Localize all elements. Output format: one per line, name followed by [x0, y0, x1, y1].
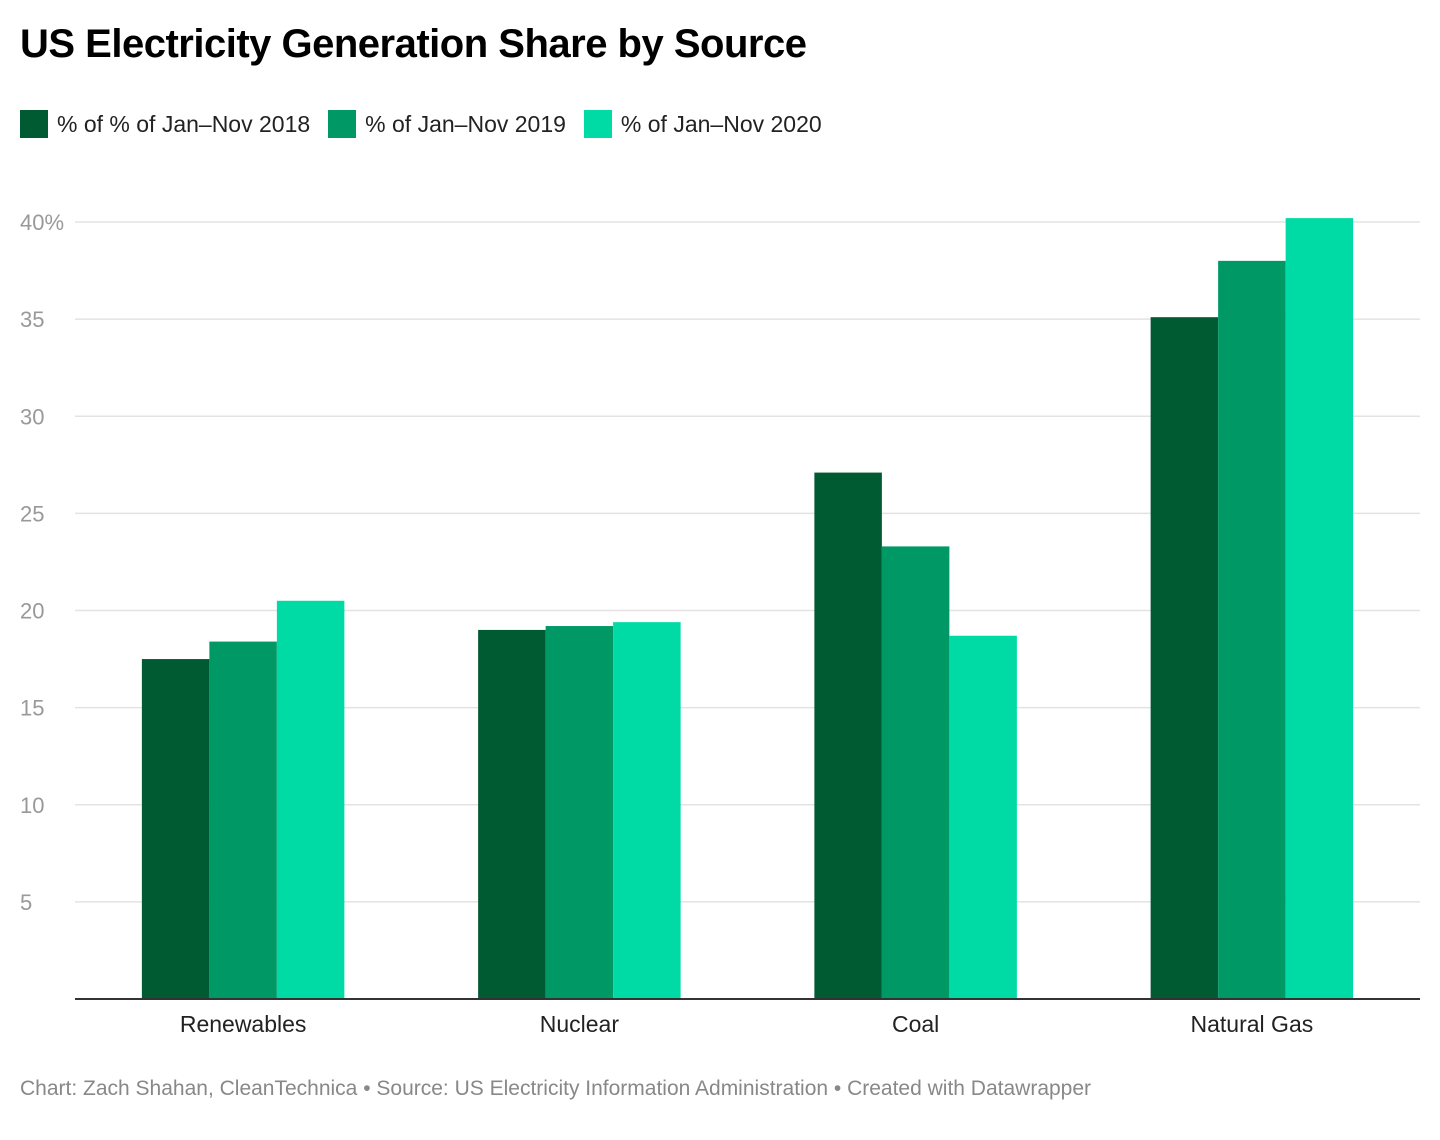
bar	[209, 641, 277, 999]
x-tick-label: Natural Gas	[1191, 1011, 1314, 1037]
y-tick-label: 30	[20, 404, 44, 429]
legend-label-2020: % of Jan–Nov 2020	[620, 110, 822, 137]
legend-item-2018: % of % of Jan–Nov 2018	[20, 110, 310, 138]
y-tick-label: 40%	[20, 210, 64, 235]
x-tick-label: Nuclear	[540, 1011, 620, 1037]
legend-swatch-2020	[583, 110, 612, 138]
y-tick-label: 35	[20, 307, 44, 332]
bar	[814, 472, 882, 999]
y-tick-label: 20	[20, 599, 44, 624]
x-tick-label: Renewables	[180, 1011, 307, 1037]
bar	[545, 626, 614, 999]
bar	[613, 622, 681, 999]
bar	[276, 600, 345, 999]
bar	[949, 635, 1017, 999]
legend-swatch-2018	[20, 110, 48, 138]
legend-item-2019: % of Jan–Nov 2019	[328, 110, 566, 138]
bar	[478, 629, 546, 999]
bar	[881, 546, 950, 999]
bar	[141, 659, 210, 999]
y-tick-label: 5	[20, 890, 32, 915]
y-tick-label: 25	[20, 501, 44, 526]
legend-label-2019: % of Jan–Nov 2019	[365, 110, 566, 137]
y-tick-label: 15	[20, 696, 44, 721]
bar	[1285, 218, 1354, 1000]
x-tick-label: Coal	[892, 1011, 939, 1037]
bar	[1150, 317, 1219, 999]
legend: % of % of Jan–Nov 2018 % of Jan–Nov 2019…	[20, 110, 840, 138]
legend-item-2020: % of Jan–Nov 2020	[583, 110, 822, 138]
bar	[1218, 260, 1286, 1000]
y-tick-label: 10	[20, 793, 44, 818]
legend-label-2018: % of % of Jan–Nov 2018	[57, 110, 311, 137]
chart-footer: Chart: Zach Shahan, CleanTechnica • Sour…	[20, 1077, 1092, 1100]
chart-title: US Electricity Generation Share by Sourc…	[20, 22, 807, 66]
legend-swatch-2019	[328, 110, 357, 138]
